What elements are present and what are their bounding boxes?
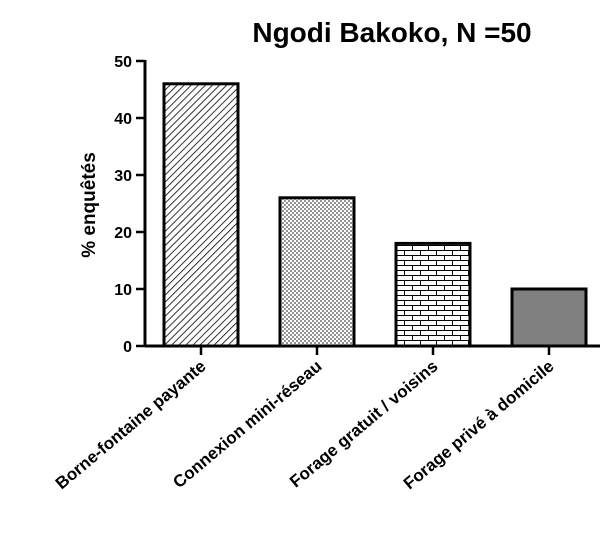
y-tick-label: 40 — [114, 111, 132, 128]
y-tick-label: 10 — [114, 282, 132, 299]
y-axis-ticks: 0 10 20 30 40 50 — [114, 54, 145, 356]
bar-1 — [162, 82, 240, 348]
y-tick-label: 30 — [114, 168, 132, 185]
y-tick-label: 0 — [123, 339, 132, 356]
y-axis-label: % enquêtés — [79, 152, 100, 258]
y-tick-label: 20 — [114, 225, 132, 242]
bar-2 — [278, 196, 356, 348]
bars-group — [162, 82, 588, 348]
y-tick-label: 50 — [114, 54, 132, 71]
bar-3 — [394, 241, 472, 348]
bar-4 — [510, 287, 588, 348]
chart-title: Ngodi Bakoko, N =50 — [252, 17, 531, 48]
